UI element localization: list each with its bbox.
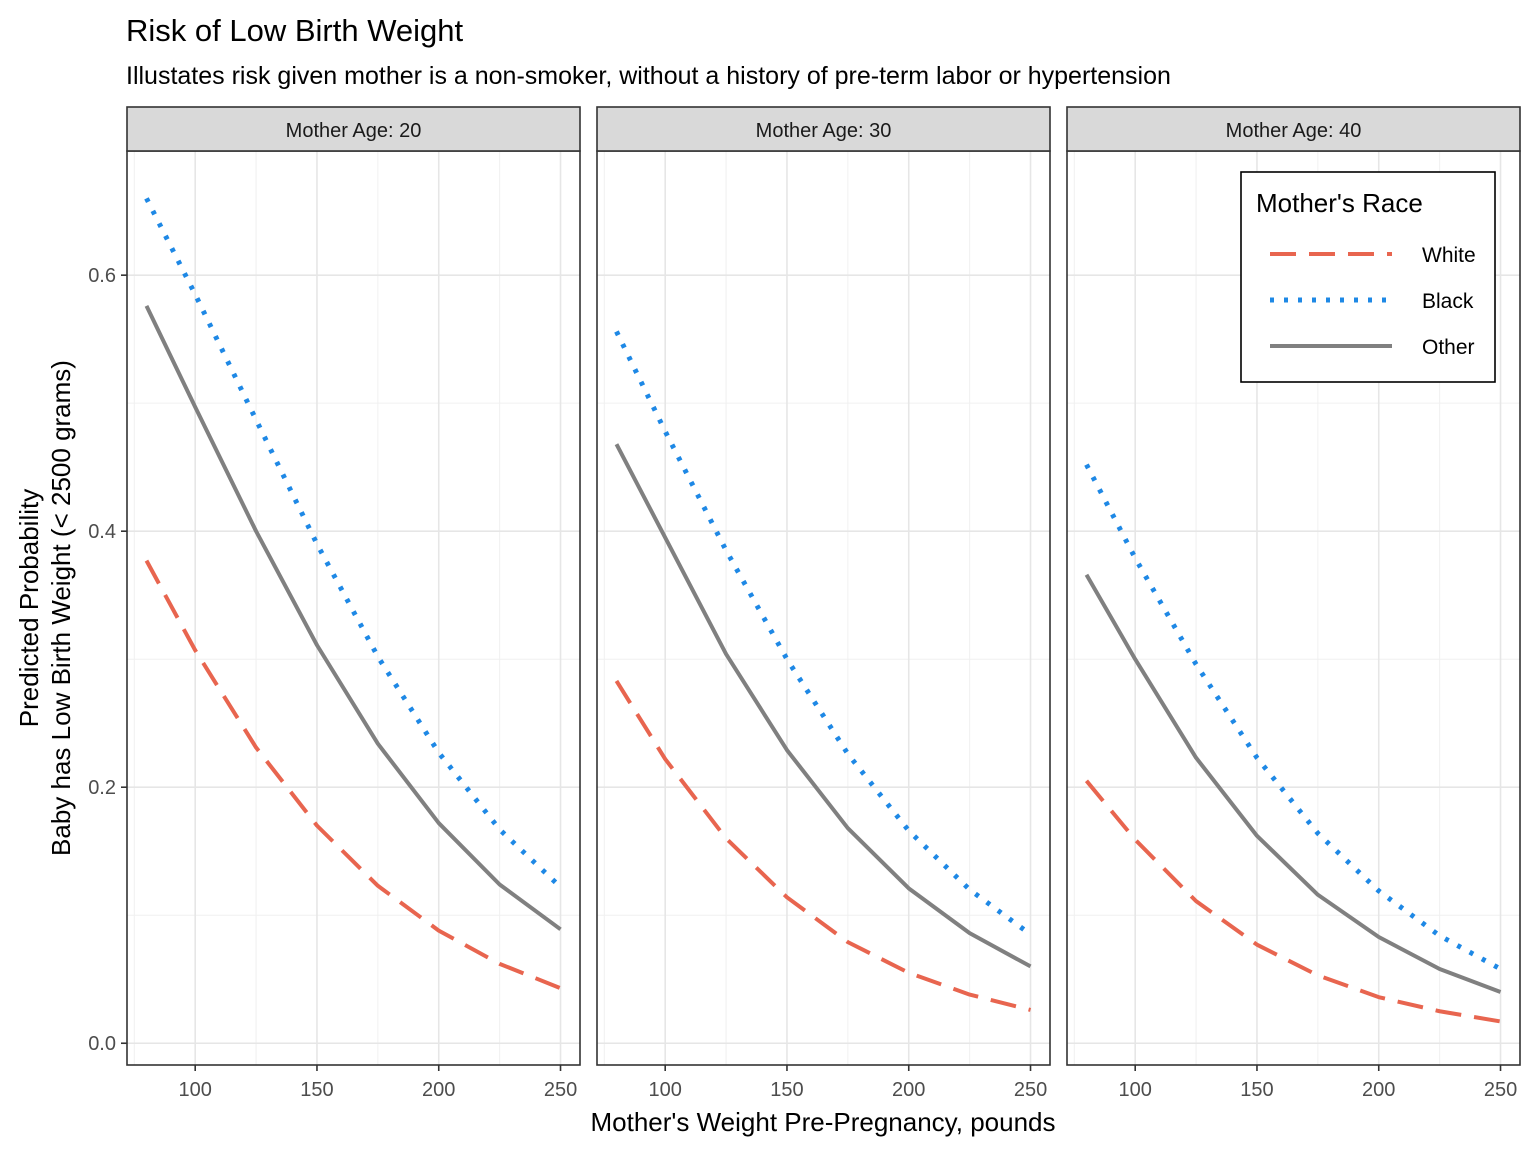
series-line-white [144, 559, 562, 991]
facet-strip [126, 106, 581, 152]
chart-subtitle: Illustates risk given mother is a non-sm… [126, 62, 1171, 90]
y-axis-title-line-2: Baby has Low Birth Weight (< 2500 grams) [46, 360, 76, 856]
x-tick-label: 250 [1014, 1079, 1047, 1101]
y-tick-label: 0.0 [88, 1033, 116, 1055]
x-tick-label: 150 [300, 1079, 333, 1101]
y-axis-title: Predicted Probability Baby has Low Birth… [14, 360, 76, 856]
legend-label-other: Other [1422, 336, 1475, 359]
legend-label-black: Black [1422, 290, 1474, 313]
chart-title: Risk of Low Birth Weight [126, 13, 463, 48]
facet-strip-label: Mother Age: 40 [1226, 120, 1362, 142]
series-line-white [1084, 779, 1501, 1024]
series-line-other [144, 305, 562, 931]
panel-background [597, 151, 1050, 1065]
facet-strip-label: Mother Age: 20 [286, 120, 422, 142]
x-tick-label: 100 [1119, 1079, 1152, 1101]
x-tick-label: 100 [649, 1079, 682, 1101]
series-line-other [614, 443, 1032, 969]
x-tick-label: 250 [1484, 1079, 1517, 1101]
x-tick-label: 100 [179, 1079, 212, 1101]
legend-title: Mother's Race [1256, 188, 1423, 218]
x-tick-label: 250 [544, 1079, 577, 1101]
series-line-other [1084, 573, 1502, 994]
x-tick-label: 150 [1240, 1079, 1273, 1101]
facet-strip [1066, 106, 1521, 152]
x-tick-label: 150 [770, 1079, 803, 1101]
panel-background [127, 151, 580, 1065]
facet-panel: Mother Age: 30 100 150 200 250 [596, 106, 1051, 1101]
y-tick-label: 0.2 [88, 777, 116, 799]
x-tick-label: 200 [422, 1079, 455, 1101]
legend-label-white: White [1422, 244, 1476, 267]
y-tick-label: 0.6 [88, 265, 116, 287]
x-axis-title: Mother's Weight Pre-Pregnancy, pounds [590, 1107, 1055, 1137]
facet-strip-label: Mother Age: 30 [756, 120, 892, 142]
series-line-black [144, 197, 563, 889]
x-tick-label: 200 [892, 1079, 925, 1101]
facet-panel: Mother Age: 20 100 150 200 250 0.0 0.2 0.4 0.6 [88, 106, 581, 1101]
legend: Mother's Race White Black Other [1240, 171, 1496, 383]
y-axis-title-line-1: Predicted Probability [14, 489, 44, 727]
x-tick-label: 200 [1362, 1079, 1395, 1101]
y-tick-label: 0.4 [88, 521, 116, 543]
series-line-white [614, 679, 1032, 1012]
facet-strip [596, 106, 1051, 152]
